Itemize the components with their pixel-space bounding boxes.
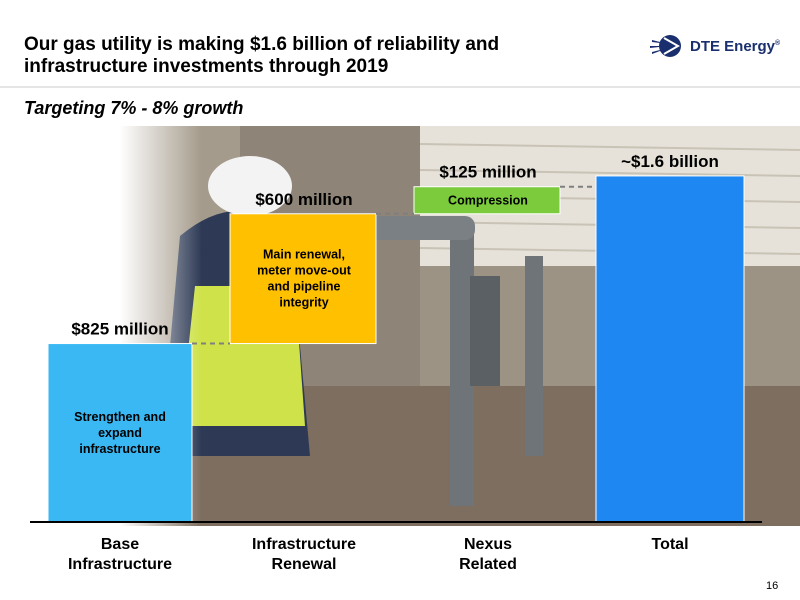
value-label-base-infrastructure: $825 million [71,320,168,339]
category-label-nexus-related: Nexus [464,536,512,553]
bar-text-infrastructure-renewal: and pipeline [268,280,341,294]
page-number: 16 [766,580,779,592]
bar-infrastructure-renewal [229,213,377,345]
slide-title: Our gas utility is making $1.6 billion o… [24,34,584,78]
category-label-infrastructure-renewal: Renewal [272,556,337,573]
logo-text: DTE Energy® [690,38,781,55]
bar-text-infrastructure-renewal: integrity [279,296,328,310]
category-label-base-infrastructure: Infrastructure [68,556,172,573]
bar-text-infrastructure-renewal: meter move-out [257,264,352,278]
bar-text-infrastructure-renewal: Main renewal, [263,248,345,262]
bar-text-base-infrastructure: expand [98,426,142,440]
bar-base-infrastructure [47,343,193,523]
value-label-total: ~$1.6 billion [621,152,719,171]
slide-title-line-1: Our gas utility is making $1.6 billion o… [24,34,500,55]
category-label-infrastructure-renewal: Infrastructure [252,536,356,553]
value-label-nexus-related: $125 million [439,163,536,182]
category-label-nexus-related: Related [459,556,517,573]
bar-text-base-infrastructure: Strengthen and [74,410,166,424]
title-divider [0,86,800,88]
bar-nexus-related [413,186,561,215]
value-label-infrastructure-renewal: $600 million [255,190,352,209]
dte-logo-mark-icon [650,35,681,57]
bar-text-nexus-related: Compression [448,193,528,207]
slide-subtitle: Targeting 7% - 8% growth [24,98,244,118]
slide-title-line-2: infrastructure investments through 2019 [24,56,389,77]
category-label-base-infrastructure: Base [101,536,139,553]
category-label-total: Total [651,536,688,553]
bar-total [595,175,745,523]
dte-energy-logo: DTE Energy® [650,30,800,62]
bar-text-base-infrastructure: infrastructure [79,442,160,456]
